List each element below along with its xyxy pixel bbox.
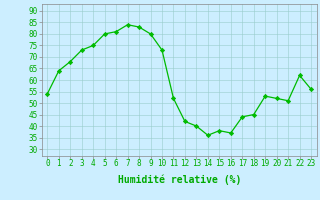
X-axis label: Humidité relative (%): Humidité relative (%) bbox=[117, 174, 241, 185]
